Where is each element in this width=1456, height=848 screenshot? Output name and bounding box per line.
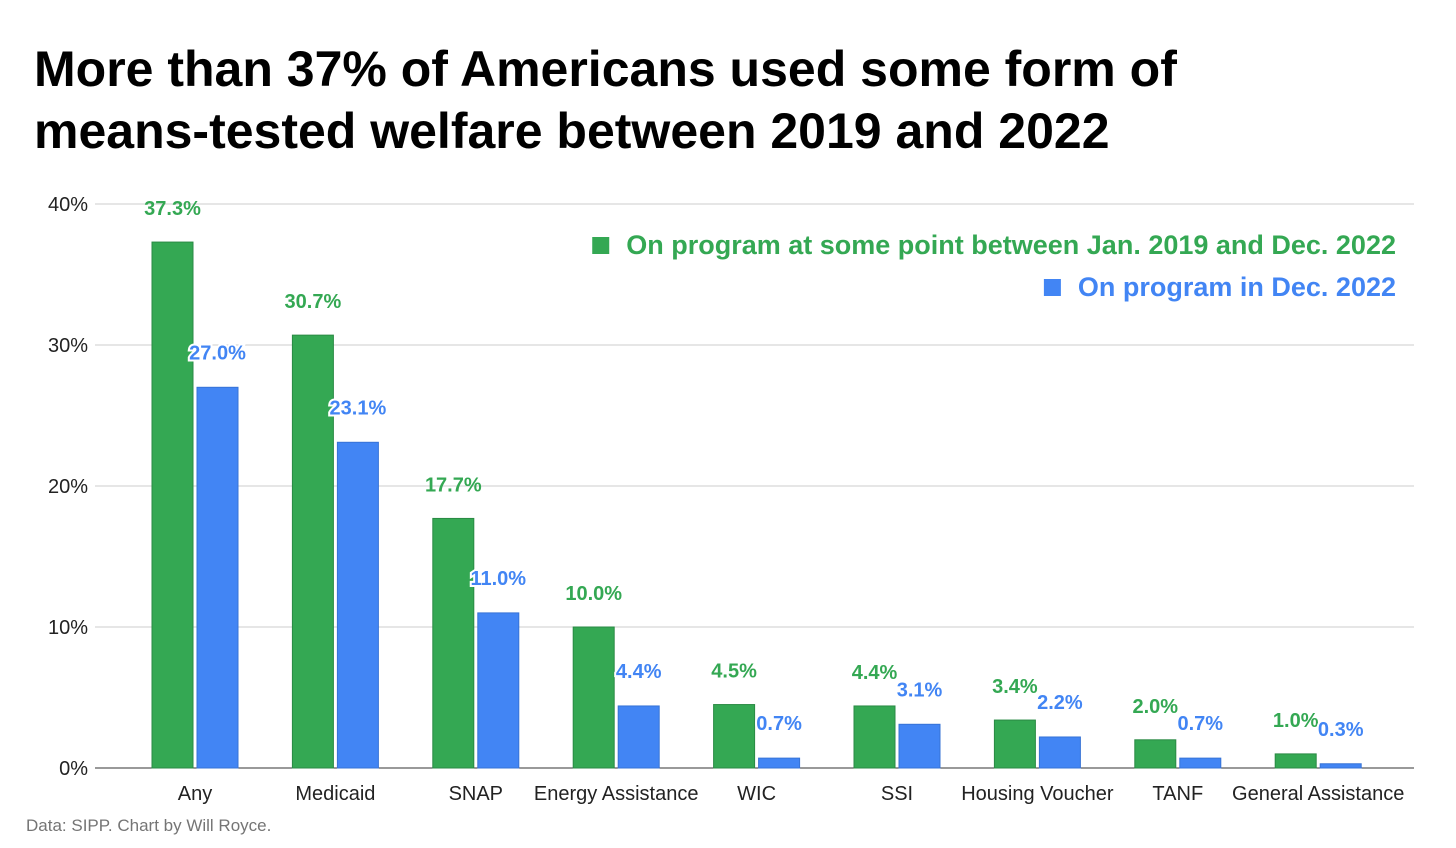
x-tick-label: WIC xyxy=(737,783,776,805)
x-tick-label: SNAP xyxy=(449,783,503,805)
data-label: 0.7% xyxy=(1178,713,1224,735)
data-label: 10.0% xyxy=(565,583,622,605)
bar-dec-2022 xyxy=(1179,757,1222,769)
data-label: 11.0% xyxy=(470,568,526,590)
title-line-2: means-tested welfare between 2019 and 20… xyxy=(34,103,1110,159)
bar-some-point xyxy=(713,704,756,769)
data-label: 37.3% xyxy=(144,198,201,220)
y-tick-label: 30% xyxy=(48,335,88,357)
data-label: 4.4% xyxy=(852,662,898,684)
bar-dec-2022 xyxy=(477,612,520,769)
bar-dec-2022 xyxy=(336,441,379,769)
data-label: 3.4% xyxy=(992,676,1038,698)
source-footer: Data: SIPP. Chart by Will Royce. xyxy=(26,816,272,835)
x-tick-label: Any xyxy=(178,783,212,805)
y-tick-label: 0% xyxy=(59,758,88,780)
data-label: 1.0% xyxy=(1273,710,1319,732)
bar-some-point xyxy=(993,719,1036,769)
bar-dec-2022 xyxy=(758,757,801,769)
bar-some-point xyxy=(572,626,615,769)
data-label: 27.0% xyxy=(189,342,246,364)
legend-swatch xyxy=(592,237,610,254)
y-tick-label: 10% xyxy=(48,617,88,639)
legend-label: On program at some point between Jan. 20… xyxy=(626,230,1396,260)
data-label: 17.7% xyxy=(425,474,482,496)
x-tick-label: General Assistance xyxy=(1232,783,1404,805)
x-tick-label: Housing Voucher xyxy=(961,783,1114,805)
x-tick-label: TANF xyxy=(1152,783,1203,805)
bar-some-point xyxy=(853,705,896,769)
y-tick-label: 20% xyxy=(48,476,88,498)
data-label: 2.0% xyxy=(1133,696,1179,718)
bar-some-point xyxy=(291,334,334,769)
data-label: 2.2% xyxy=(1037,692,1083,714)
x-tick-label: Medicaid xyxy=(295,783,375,805)
data-label: 3.1% xyxy=(897,679,943,701)
y-tick-label: 40% xyxy=(48,194,88,216)
title-line-1: More than 37% of Americans used some for… xyxy=(34,41,1177,97)
data-label: 4.4% xyxy=(616,661,662,683)
chart-title: More than 37% of Americans used some for… xyxy=(34,38,1177,162)
x-tick-label: SSI xyxy=(881,783,913,805)
bar-dec-2022 xyxy=(1038,736,1081,769)
bar-dec-2022 xyxy=(196,386,239,769)
data-label: 0.3% xyxy=(1318,719,1364,741)
data-label: 0.7% xyxy=(756,713,802,735)
data-label: 4.5% xyxy=(711,661,757,683)
bar-some-point xyxy=(432,517,475,769)
bar-dec-2022 xyxy=(898,723,941,769)
bar-some-point xyxy=(1274,753,1317,769)
bar-some-point xyxy=(1134,739,1177,769)
bar-dec-2022 xyxy=(617,705,660,769)
bar-some-point xyxy=(151,241,194,769)
legend-swatch xyxy=(1043,279,1061,296)
data-label: 23.1% xyxy=(330,397,387,419)
bar-dec-2022 xyxy=(1319,763,1362,769)
data-label: 30.7% xyxy=(285,291,342,313)
legend-label: On program in Dec. 2022 xyxy=(1078,272,1396,302)
x-tick-label: Energy Assistance xyxy=(534,783,699,805)
